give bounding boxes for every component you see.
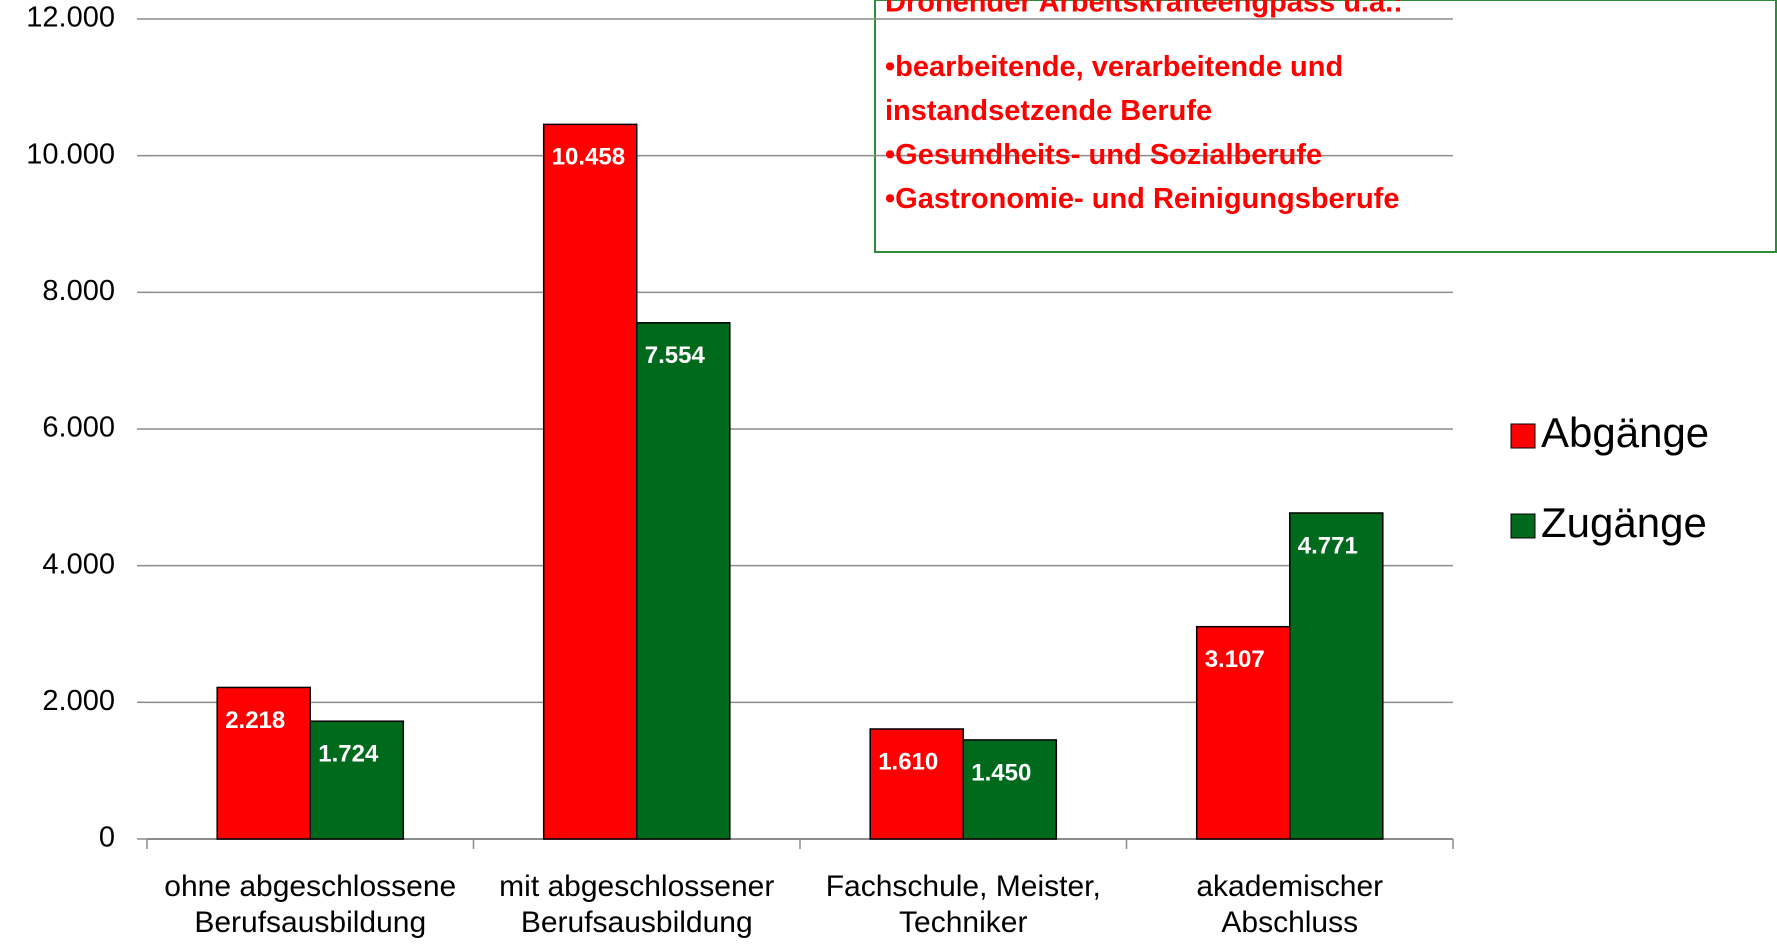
legend-label: Abgänge bbox=[1541, 409, 1709, 456]
bar bbox=[869, 728, 965, 840]
data-label: 4.771 bbox=[1298, 532, 1358, 559]
y-tick-label: 6.000 bbox=[42, 412, 115, 444]
annotation-item: •Gesundheits- und Sozialberufe bbox=[885, 139, 1322, 171]
y-tick-label: 0 bbox=[99, 822, 115, 854]
legend-swatch bbox=[1510, 513, 1536, 539]
y-tick-label: 12.000 bbox=[26, 2, 115, 34]
bar bbox=[216, 686, 311, 840]
bar bbox=[1289, 512, 1384, 840]
legend-swatch bbox=[1510, 423, 1536, 449]
annotation-item: •bearbeitende, verarbeitende und instands… bbox=[885, 51, 1343, 127]
annotation-item: •Gastronomie- und Reinigungsberufe bbox=[885, 183, 1399, 215]
x-tick-label: ohne abgeschlossene Berufsausbildung bbox=[164, 870, 456, 939]
y-tick-label: 4.000 bbox=[42, 548, 115, 580]
y-tick-label: 2.000 bbox=[42, 685, 115, 717]
bar bbox=[1195, 625, 1291, 840]
y-tick-label: 8.000 bbox=[42, 275, 115, 307]
x-tick-label: mit abgeschlossener Berufsausbildung bbox=[499, 870, 774, 939]
x-tick-label: Fachschule, Meister, Techniker bbox=[826, 870, 1101, 939]
data-label: 2.218 bbox=[225, 707, 285, 734]
x-tick-label: akademischer Abschluss bbox=[1196, 870, 1383, 939]
data-label: 1.724 bbox=[318, 741, 379, 768]
data-label: 1.450 bbox=[971, 759, 1031, 786]
data-label: 3.107 bbox=[1205, 646, 1265, 673]
data-label: 10.458 bbox=[552, 144, 625, 171]
annotation-box bbox=[874, 0, 1777, 253]
bar bbox=[309, 720, 405, 840]
legend-label: Zugänge bbox=[1541, 499, 1707, 546]
bar bbox=[636, 322, 731, 840]
bar bbox=[962, 739, 1058, 840]
bar bbox=[542, 123, 638, 840]
data-label: 7.554 bbox=[645, 342, 706, 369]
y-tick-label: 10.000 bbox=[26, 138, 115, 170]
annotation-title: Drohender Arbeitskräfteengpass u.a.: bbox=[885, 0, 1403, 19]
data-label: 1.610 bbox=[878, 748, 938, 775]
